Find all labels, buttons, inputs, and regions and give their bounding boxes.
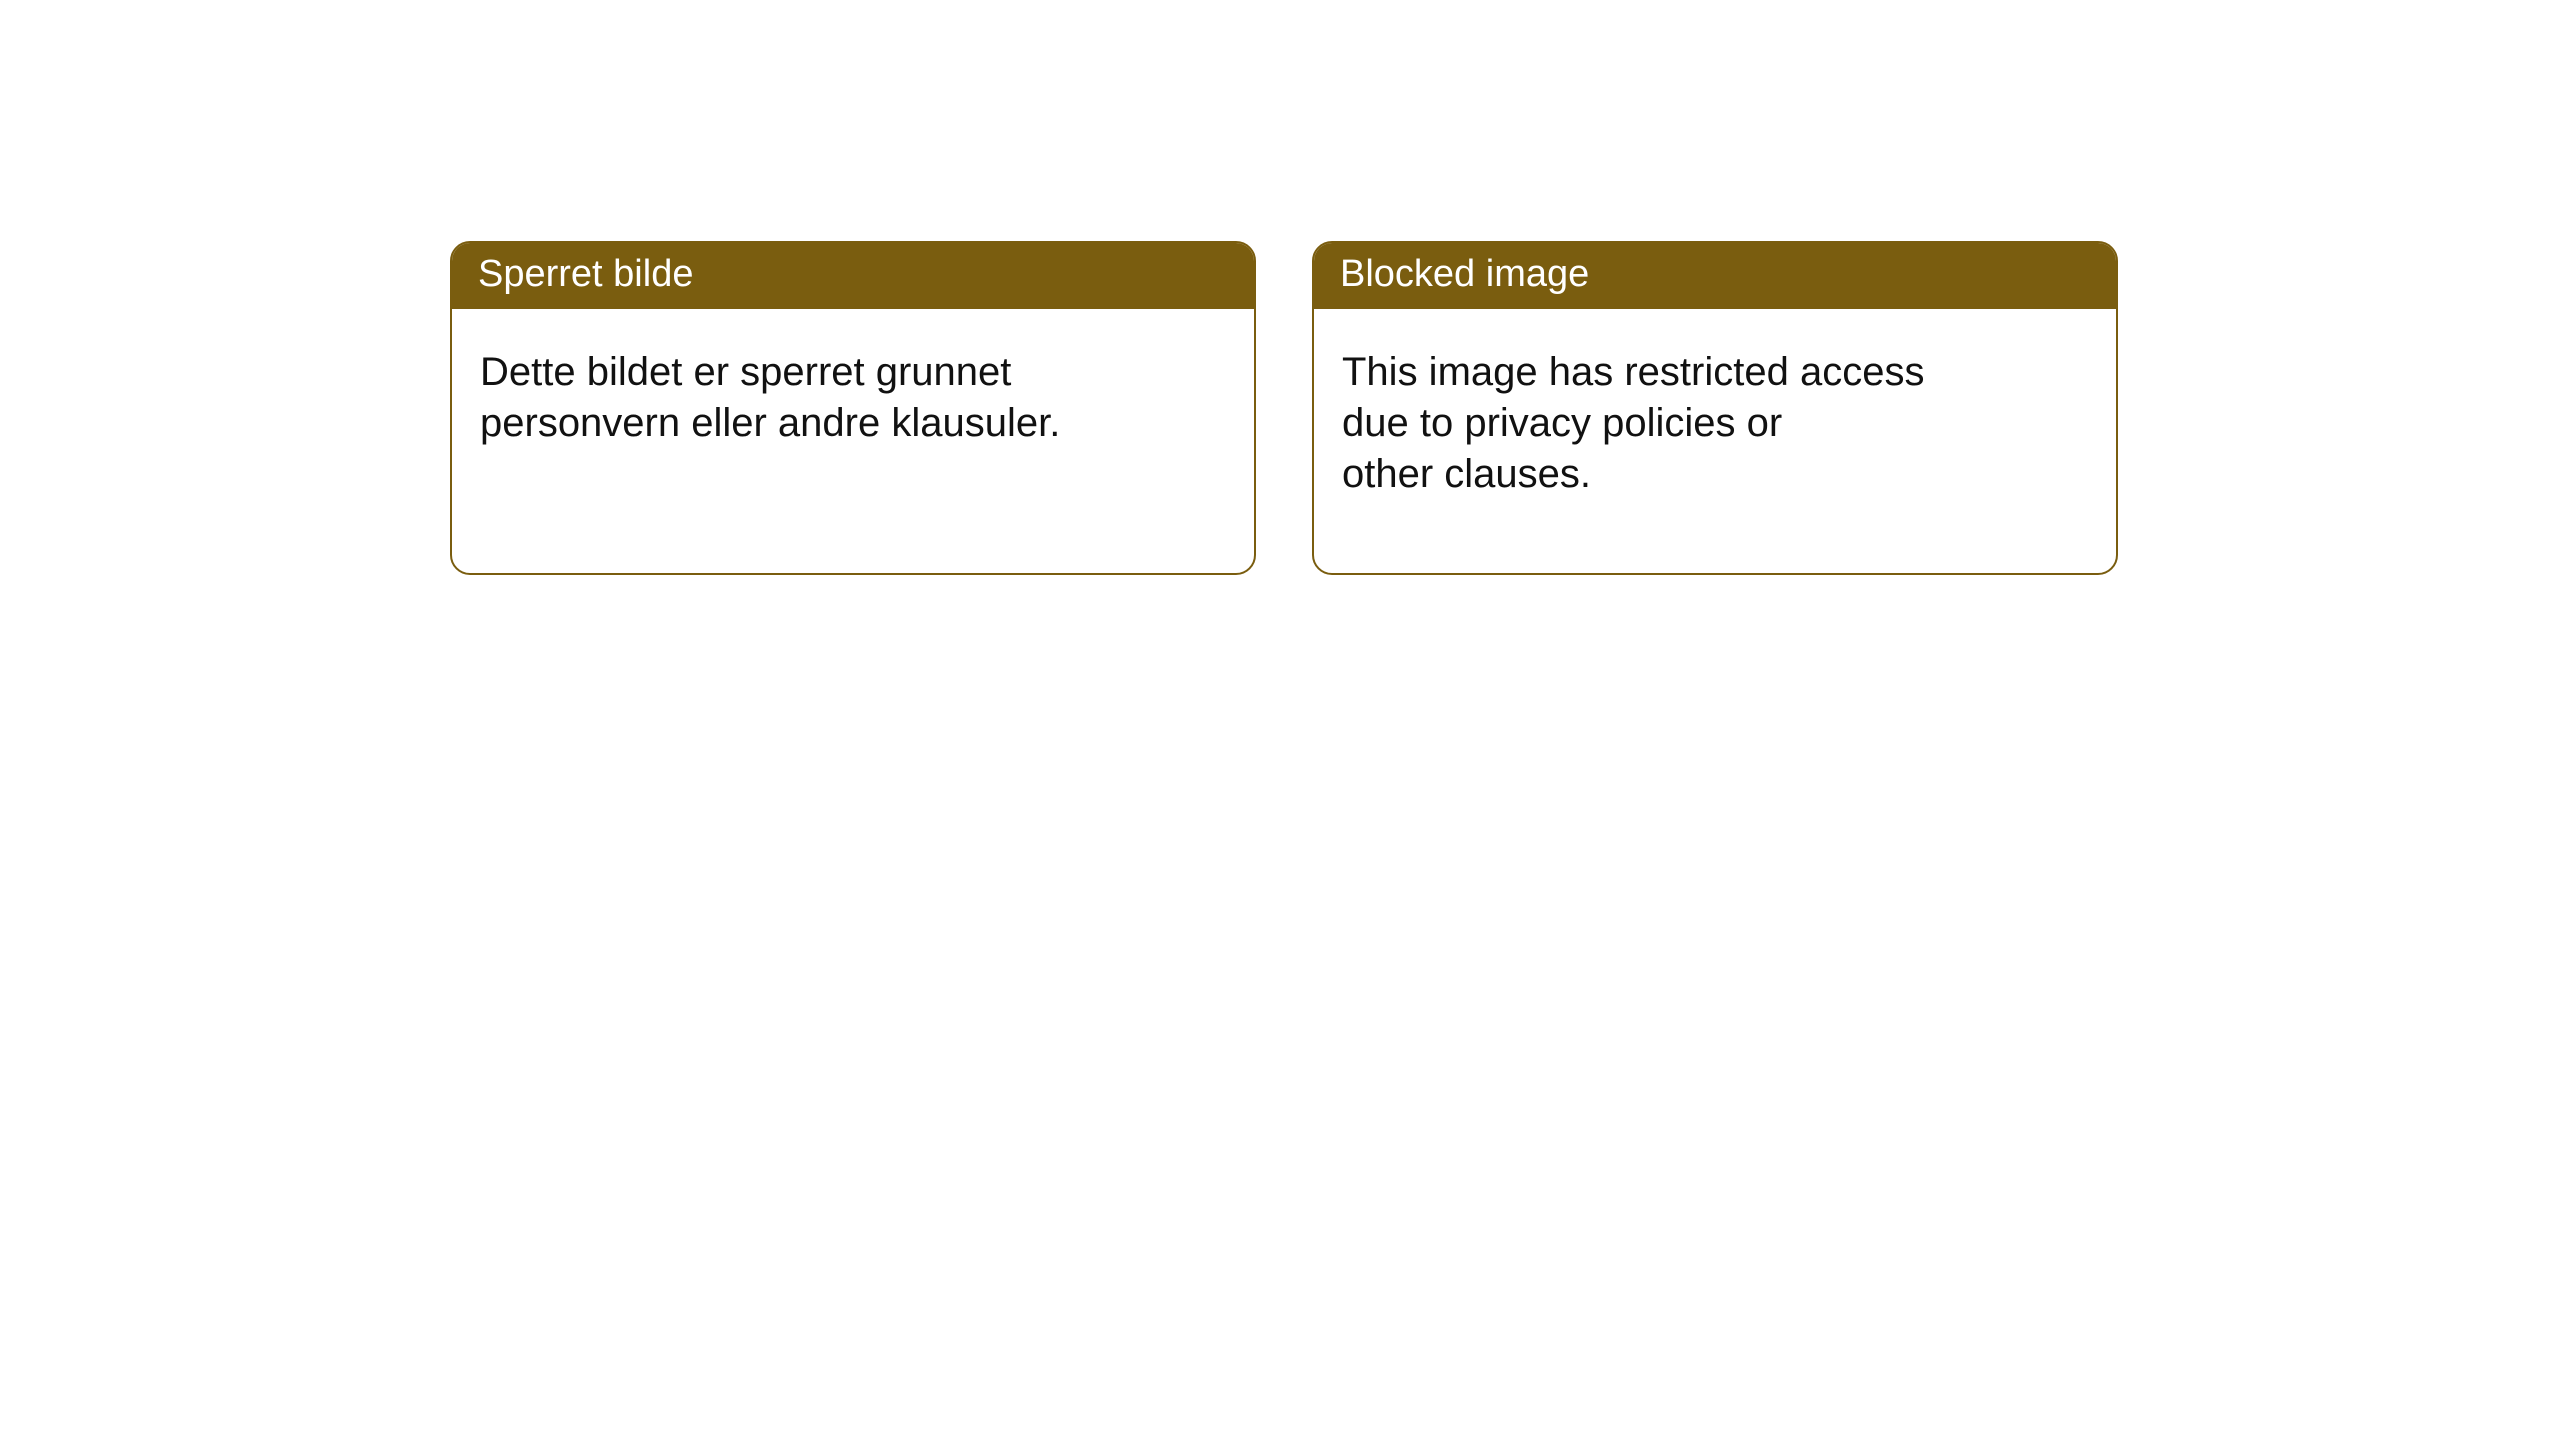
notice-card-norwegian: Sperret bilde Dette bildet er sperret gr… (450, 241, 1256, 575)
notice-container: Sperret bilde Dette bildet er sperret gr… (0, 0, 2560, 575)
notice-title: Blocked image (1314, 243, 2116, 309)
notice-card-english: Blocked image This image has restricted … (1312, 241, 2118, 575)
notice-title: Sperret bilde (452, 243, 1254, 309)
notice-body: Dette bildet er sperret grunnet personve… (452, 309, 1254, 487)
notice-body: This image has restricted access due to … (1314, 309, 2116, 539)
